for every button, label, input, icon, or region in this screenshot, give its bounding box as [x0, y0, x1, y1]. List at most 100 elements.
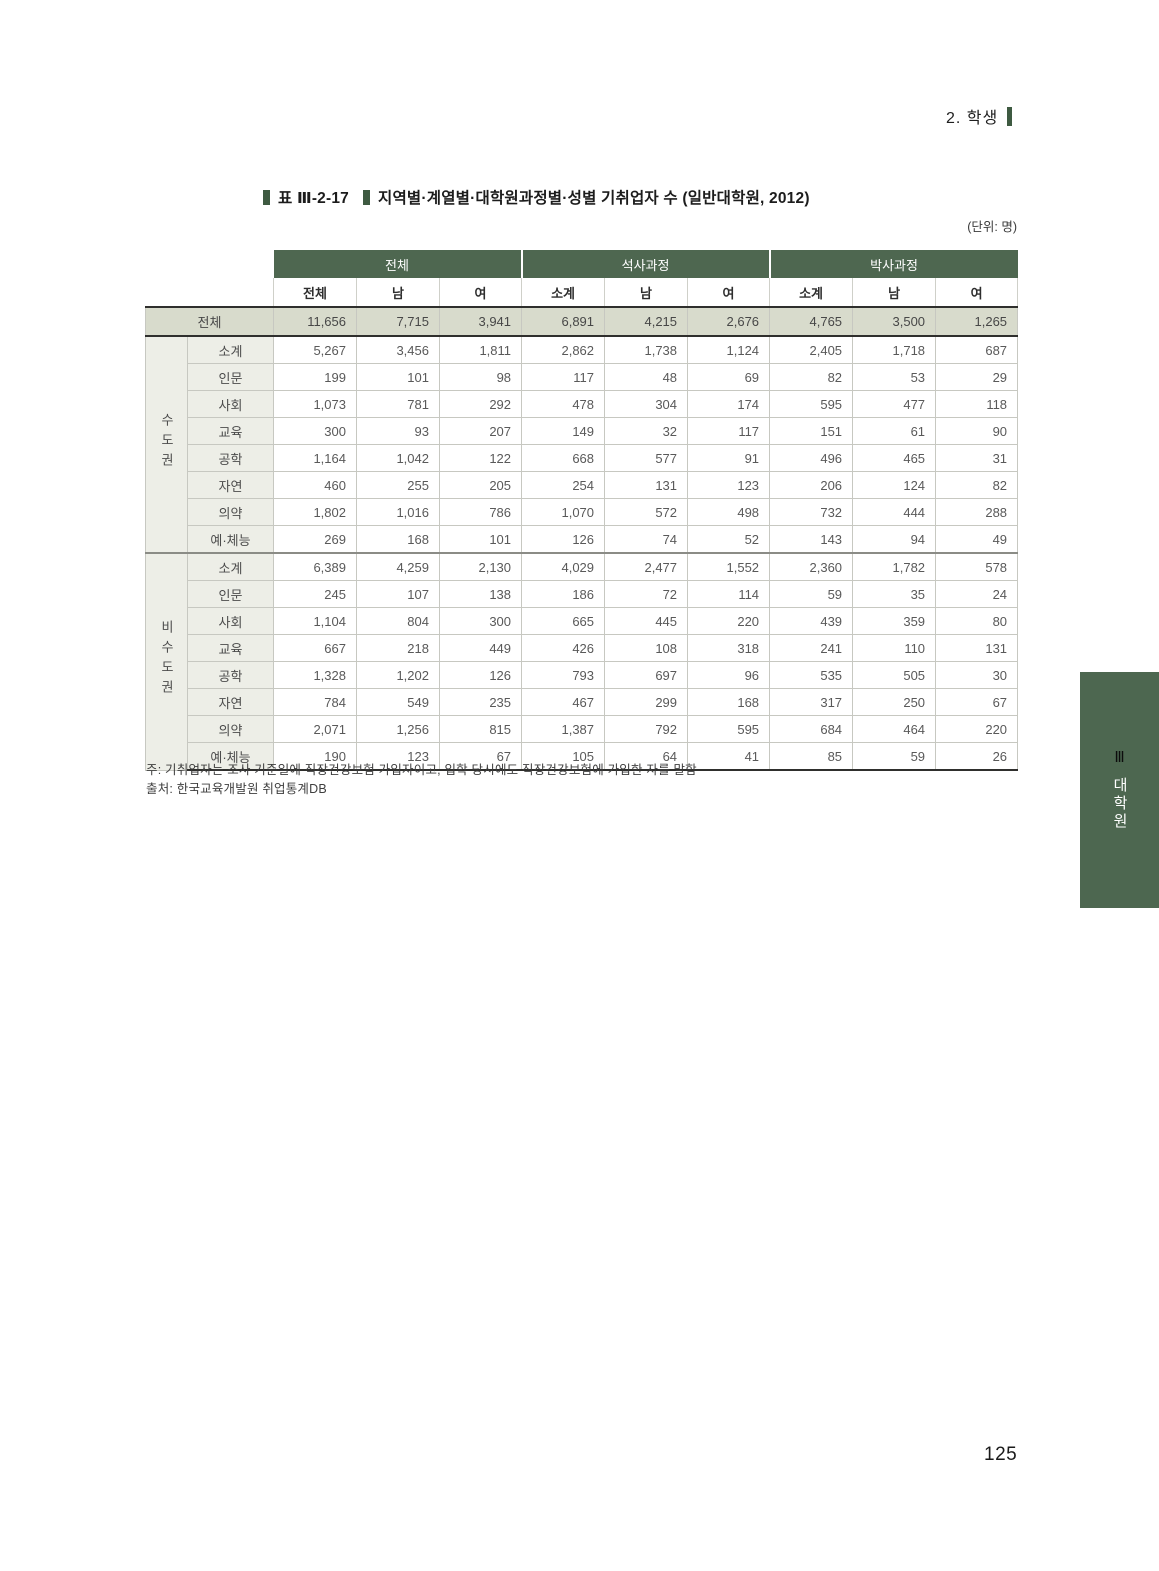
- cell-value: 578: [935, 552, 1019, 581]
- cell-value: 1,016: [356, 498, 440, 526]
- cell-value: 101: [356, 363, 440, 391]
- column-header: 남: [604, 278, 689, 308]
- running-head-text: 2. 학생: [946, 110, 999, 127]
- cell-value: 85: [769, 742, 854, 771]
- page-number: 125: [984, 1444, 1018, 1465]
- cell-value: 595: [769, 390, 854, 418]
- category-label: 사회: [187, 390, 274, 418]
- cell-value: 815: [438, 715, 523, 743]
- total-row-label: 전체: [145, 306, 274, 337]
- cell-value: 732: [769, 498, 854, 526]
- cell-value: 4,259: [356, 552, 440, 581]
- cell-value: 467: [521, 688, 606, 716]
- cell-value: 91: [687, 444, 771, 472]
- cell-value: 1,552: [687, 552, 771, 581]
- cell-value: 2,862: [521, 335, 606, 364]
- column-header: 여: [438, 278, 523, 308]
- table-notes: 주: 기취업자는 조사 기준일에 직장건강보험 가입자이고, 입학 당시에도 직…: [146, 761, 697, 799]
- cell-value: 439: [769, 607, 854, 635]
- cell-value: 101: [438, 525, 523, 554]
- cell-value: 1,124: [687, 335, 771, 364]
- cell-value: 241: [769, 634, 854, 662]
- cell-value: 64: [604, 742, 689, 771]
- cell-value: 1,070: [521, 498, 606, 526]
- table-row: 자연 460 255 205 254 131 123 206 124 82: [146, 471, 1019, 499]
- column-header: 여: [935, 278, 1019, 308]
- cell-value: 32: [604, 417, 689, 445]
- region-label-text: 비수도권: [159, 620, 174, 701]
- category-label: 인문: [187, 363, 274, 391]
- table-row: 인문 245 107 138 186 72 114 59 35 24: [146, 580, 1019, 608]
- cell-value: 318: [687, 634, 771, 662]
- cell-value: 218: [356, 634, 440, 662]
- cell-value: 426: [521, 634, 606, 662]
- cell-value: 572: [604, 498, 689, 526]
- category-label: 공학: [187, 661, 274, 689]
- cell-value: 174: [687, 390, 771, 418]
- cell-value: 235: [438, 688, 523, 716]
- table-body: 전체 11,656 7,715 3,941 6,891 4,215 2,676 …: [145, 306, 1019, 771]
- cell-value: 131: [604, 471, 689, 499]
- cell-value: 667: [273, 634, 357, 662]
- cell-value: 186: [521, 580, 606, 608]
- cell-value: 118: [935, 390, 1019, 418]
- cell-value: 1,738: [604, 335, 689, 364]
- table-row: 교육 667 218 449 426 108 318 241 110 131: [146, 634, 1019, 662]
- statistics-table-wrap: 전체 석사과정 박사과정 전체 남 여 소계 남 여 소계 남 여: [145, 250, 1019, 771]
- cell-value: 110: [852, 634, 937, 662]
- cell-value: 149: [521, 417, 606, 445]
- cell-value: 59: [769, 580, 854, 608]
- cell-value: 1,164: [273, 444, 357, 472]
- cell-value: 1,202: [356, 661, 440, 689]
- cell-value: 304: [604, 390, 689, 418]
- cell-value: 168: [687, 688, 771, 716]
- cell-value: 114: [687, 580, 771, 608]
- cell-value: 498: [687, 498, 771, 526]
- table-row: 교육 300 93 207 149 32 117 151 61 90: [146, 417, 1019, 445]
- cell-value: 190: [273, 742, 357, 771]
- cell-value: 1,256: [356, 715, 440, 743]
- table-row: 예·체능 269 168 101 126 74 52 143 94 49: [146, 525, 1019, 554]
- cell-value: 7,715: [356, 306, 440, 337]
- cell-value: 29: [935, 363, 1019, 391]
- category-label: 사회: [187, 607, 274, 635]
- cell-value: 665: [521, 607, 606, 635]
- cell-value: 300: [438, 607, 523, 635]
- column-group-total: 전체: [273, 250, 522, 278]
- region-label-text: 수도권: [159, 413, 174, 473]
- cell-value: 82: [769, 363, 854, 391]
- cell-value: 5,267: [273, 335, 357, 364]
- cell-value: 82: [935, 471, 1019, 499]
- cell-value: 255: [356, 471, 440, 499]
- cell-value: 505: [852, 661, 937, 689]
- column-header: 전체: [273, 278, 357, 308]
- cell-value: 41: [687, 742, 771, 771]
- column-group-doctoral: 박사과정: [768, 250, 1018, 278]
- cell-value: 449: [438, 634, 523, 662]
- cell-value: 2,477: [604, 552, 689, 581]
- cell-value: 117: [687, 417, 771, 445]
- cell-value: 67: [438, 742, 523, 771]
- table-title: 표 Ⅲ-2-17 지역별·계열별·대학원과정별·성별 기취업자 수 (일반대학원…: [263, 186, 810, 208]
- cell-value: 122: [438, 444, 523, 472]
- cell-value: 207: [438, 417, 523, 445]
- cell-value: 30: [935, 661, 1019, 689]
- cell-value: 4,029: [521, 552, 606, 581]
- cell-value: 151: [769, 417, 854, 445]
- cell-value: 269: [273, 525, 357, 554]
- cell-value: 2,130: [438, 552, 523, 581]
- category-label: 의약: [187, 498, 274, 526]
- cell-value: 4,215: [604, 306, 689, 337]
- cell-value: 72: [604, 580, 689, 608]
- cell-value: 577: [604, 444, 689, 472]
- column-header: 소계: [769, 278, 854, 308]
- cell-value: 220: [687, 607, 771, 635]
- category-label: 자연: [187, 688, 274, 716]
- cell-value: 1,782: [852, 552, 937, 581]
- cell-value: 74: [604, 525, 689, 554]
- table-row: 수도권 소계 5,267 3,456 1,811 2,862 1,738 1,124 2,405…: [145, 335, 1019, 554]
- cell-value: 4,765: [769, 306, 854, 337]
- unit-note: (단위: 명): [967, 220, 1017, 234]
- cell-value: 59: [852, 742, 937, 771]
